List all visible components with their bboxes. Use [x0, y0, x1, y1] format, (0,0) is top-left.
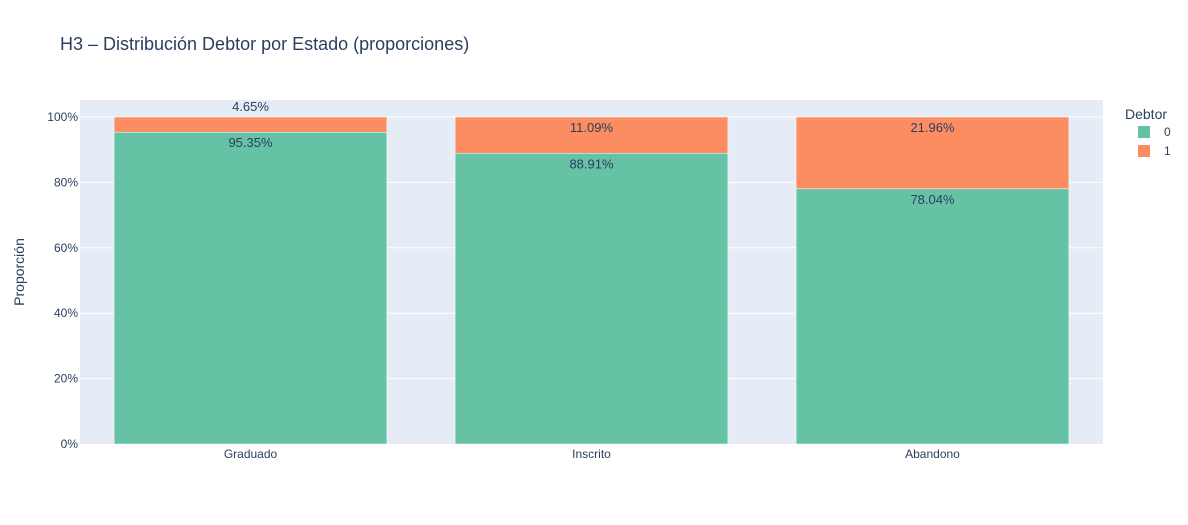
bar-graduado-series-1 — [113, 116, 388, 133]
legend-swatch-0[interactable] — [1138, 126, 1150, 138]
y-tick-label: 20% — [54, 372, 78, 386]
chart-title: H3 – Distribución Debtor por Estado (pro… — [60, 34, 469, 54]
y-tick-label: 0% — [61, 437, 79, 451]
y-tick-label: 100% — [47, 110, 78, 124]
bar-label-abandono-series-0: 78.04% — [910, 192, 955, 207]
legend-label-1[interactable]: 1 — [1164, 144, 1171, 158]
bar-label-inscrito-series-0: 88.91% — [569, 156, 614, 171]
bars — [113, 116, 1070, 445]
y-tick-label: 60% — [54, 241, 78, 255]
x-axis-ticks: Graduado Inscrito Abandono — [224, 447, 960, 461]
bar-inscrito-series-1 — [454, 116, 729, 154]
y-axis-ticks: 0% 20% 40% 60% 80% 100% — [47, 110, 78, 451]
bar-label-graduado-series-1: 4.65% — [232, 99, 269, 114]
legend: Debtor 0 1 — [1125, 106, 1171, 158]
y-tick-label: 80% — [54, 175, 78, 189]
legend-label-0[interactable]: 0 — [1164, 125, 1171, 139]
bar-abandono-series-1 — [795, 116, 1070, 190]
bar-label-abandono-series-1: 21.96% — [910, 120, 955, 135]
bar-label-graduado-series-0: 95.35% — [228, 135, 273, 150]
y-axis-title: Proporción — [11, 238, 27, 306]
legend-swatch-1[interactable] — [1138, 145, 1150, 157]
bar-inscrito-series-0 — [454, 153, 729, 445]
bar-graduado-series-0 — [113, 131, 388, 445]
bar-abandono-series-0 — [795, 188, 1070, 445]
bar-label-inscrito-series-1: 11.09% — [570, 120, 614, 135]
x-tick-label: Abandono — [905, 447, 960, 461]
y-tick-label: 40% — [54, 306, 78, 320]
legend-title: Debtor — [1125, 106, 1167, 122]
x-tick-label: Inscrito — [572, 447, 611, 461]
bar-labels: 95.35% 4.65% 88.91% 11.09% 78.04% 21.96% — [228, 99, 955, 207]
x-tick-label: Graduado — [224, 447, 278, 461]
